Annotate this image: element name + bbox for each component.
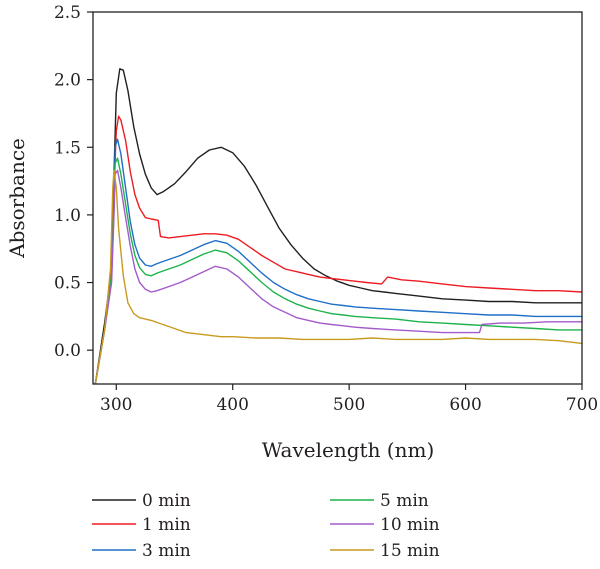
series-line-1 <box>94 115 582 384</box>
x-tick-label: 400 <box>216 395 248 415</box>
y-tick-label: 2.0 <box>54 71 81 91</box>
legend-item: 10 min <box>330 515 440 535</box>
series-line-2 <box>94 138 582 384</box>
legend-label: 5 min <box>380 491 429 511</box>
y-tick-label: 1.0 <box>54 206 81 226</box>
series-line-0 <box>94 68 582 384</box>
y-tick-label: 1.5 <box>54 138 81 158</box>
ticks-layer: 300 400 500 600 700 0.0 0.5 1.0 1.5 2.0 2.5 <box>54 3 598 415</box>
x-axis-title: Wavelength (nm) <box>262 438 435 462</box>
series-line-5 <box>94 169 582 384</box>
x-tick-label: 500 <box>333 395 365 415</box>
legend-label: 1 min <box>142 515 191 535</box>
legend-label: 3 min <box>142 541 191 561</box>
legend-item: 3 min <box>92 541 191 561</box>
legend-item: 1 min <box>92 515 191 535</box>
y-tick-label: 2.5 <box>54 3 81 23</box>
x-tick-label: 300 <box>100 395 132 415</box>
plot-frame <box>92 11 583 385</box>
y-tick-label: 0.0 <box>54 341 81 361</box>
series-layer <box>94 68 582 384</box>
legend-item: 15 min <box>330 541 440 561</box>
legend: 0 min 1 min 3 min 5 min 10 min 15 min <box>92 491 440 561</box>
y-tick-label: 0.5 <box>54 274 81 294</box>
legend-label: 0 min <box>142 491 191 511</box>
legend-item: 0 min <box>92 491 191 511</box>
series-line-4 <box>94 169 582 384</box>
x-tick-label: 600 <box>449 395 481 415</box>
legend-label: 15 min <box>380 541 440 561</box>
series-line-3 <box>94 157 582 384</box>
x-tick-label: 700 <box>566 395 598 415</box>
y-axis-title: Absorbance <box>5 138 29 259</box>
legend-label: 10 min <box>380 515 440 535</box>
legend-item: 5 min <box>330 491 429 511</box>
